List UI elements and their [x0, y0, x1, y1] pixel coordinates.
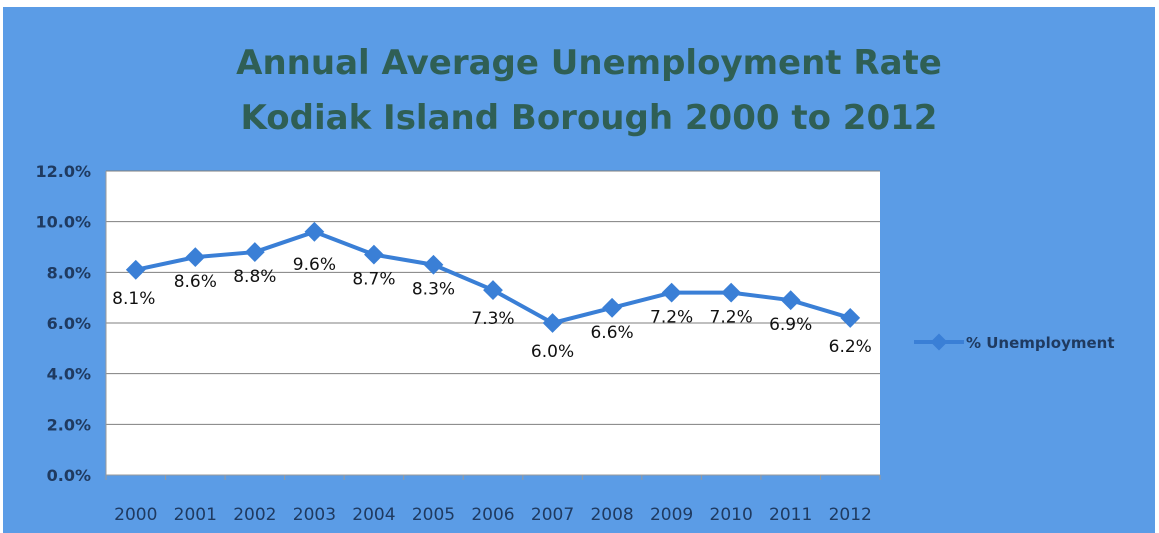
data-point: [244, 242, 265, 262]
legend-marker: [930, 333, 948, 351]
chart-title-line-1: Annual Average Unemployment Rate: [236, 43, 942, 83]
gridlines: [106, 170, 880, 425]
legend-label: % Unemployment: [966, 334, 1115, 352]
legend: % Unemployment: [914, 333, 1115, 352]
data-label: 6.9%: [769, 315, 812, 335]
y-tick-label: 6.0%: [47, 314, 91, 333]
data-point: [602, 297, 622, 318]
x-tick-label: 2005: [412, 505, 455, 525]
data-point: [661, 282, 682, 303]
data-label: 8.3%: [412, 280, 455, 300]
data-label: 6.6%: [590, 323, 633, 343]
y-tick-label: 4.0%: [47, 365, 91, 384]
data-point: [721, 282, 742, 303]
x-axis-tick-labels: 2000 2001 2002 2003 2004 2005 2006 2007 2008 2009…: [114, 505, 872, 525]
x-tick-label: 2012: [829, 505, 872, 525]
unemployment-line-chart: Annual Average Unemployment Rate Kodiak …: [35, 43, 1115, 525]
data-label: 6.2%: [829, 337, 872, 357]
y-tick-label: 0.0%: [47, 466, 91, 485]
x-tick-label: 2003: [293, 505, 336, 525]
y-tick-label: 12.0%: [35, 162, 91, 181]
x-tick-label: 2001: [174, 505, 217, 525]
x-tick-label: 2006: [471, 505, 514, 525]
data-label: 7.3%: [471, 309, 514, 329]
data-label: 9.6%: [293, 255, 336, 275]
data-point: [780, 290, 801, 311]
y-tick-label: 10.0%: [35, 213, 91, 232]
data-labels: 8.1% 8.6% 8.8% 9.6% 8.7% 8.3% 7.3% 6.0% 6.6% 7.2%…: [112, 255, 872, 362]
x-tick-label: 2007: [531, 505, 574, 525]
y-tick-label: 2.0%: [47, 415, 91, 434]
data-label: 8.8%: [233, 267, 276, 287]
x-tick-label: 2002: [233, 505, 276, 525]
axes: [105, 171, 881, 480]
data-point: [304, 221, 325, 242]
data-label: 8.6%: [174, 272, 217, 292]
data-point: [840, 308, 861, 328]
chart-frame: Annual Average Unemployment Rate Kodiak …: [3, 7, 1155, 533]
x-tick-label: 2009: [650, 505, 693, 525]
data-point: [423, 254, 444, 275]
chart-title-line-2: Kodiak Island Borough 2000 to 2012: [241, 98, 938, 138]
data-point: [364, 244, 384, 265]
y-axis-tick-labels: 0.0% 2.0% 4.0% 6.0% 8.0% 10.0% 12.0%: [35, 162, 91, 485]
data-point: [542, 313, 563, 333]
data-point: [483, 280, 503, 300]
data-label: 7.2%: [710, 308, 753, 328]
data-point: [185, 247, 206, 268]
data-label: 8.7%: [352, 270, 395, 290]
data-label: 7.2%: [650, 308, 693, 328]
y-tick-label: 8.0%: [47, 263, 91, 282]
series-unemployment: [125, 221, 861, 333]
x-tick-label: 2011: [769, 505, 812, 525]
x-tick-label: 2008: [590, 505, 633, 525]
x-tick-label: 2010: [710, 505, 753, 525]
x-tick-label: 2000: [114, 505, 157, 525]
data-label: 6.0%: [531, 342, 574, 362]
data-label: 8.1%: [112, 289, 155, 309]
x-tick-label: 2004: [352, 505, 395, 525]
